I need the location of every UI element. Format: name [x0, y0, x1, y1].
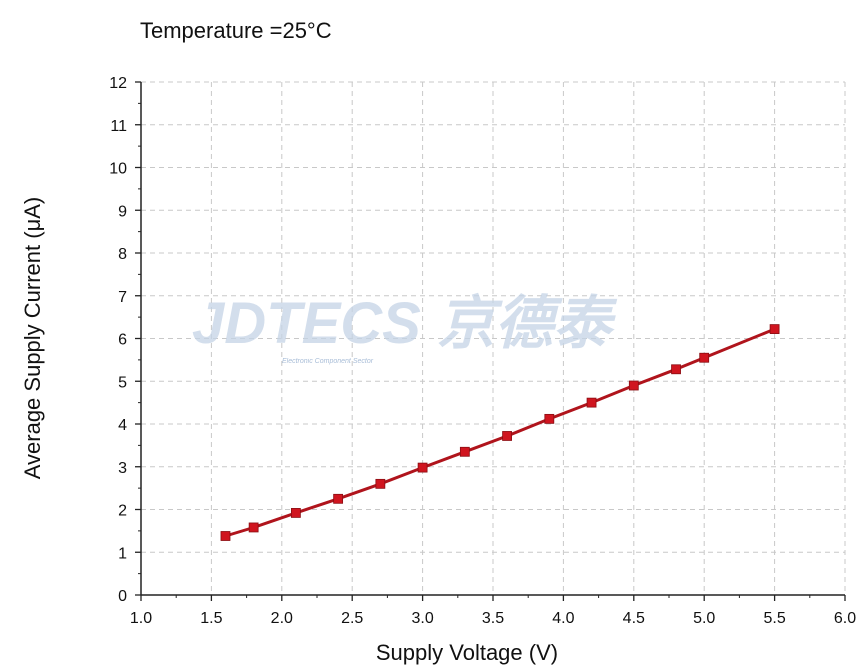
data-point — [375, 478, 386, 489]
grid — [141, 81, 846, 595]
data-point — [769, 324, 780, 334]
x-tick-label: 4.0 — [552, 610, 574, 627]
y-tick-label: 8 — [118, 246, 127, 263]
y-tick-label: 7 — [118, 289, 127, 306]
data-point — [333, 493, 344, 504]
x-tick-label: 1.5 — [200, 610, 222, 627]
data-point — [248, 522, 259, 533]
y-tick-label: 9 — [118, 203, 127, 220]
x-tick-label: 4.5 — [623, 610, 645, 627]
y-tick-label: 6 — [118, 332, 127, 349]
x-tick-label: 5.5 — [763, 610, 785, 627]
data-point — [699, 352, 710, 363]
y-axis-title: Average Supply Current (μA) — [20, 197, 45, 480]
data-point — [544, 413, 555, 424]
x-tick-label: 2.0 — [271, 610, 293, 627]
data-point — [220, 531, 231, 541]
x-tick-label: 3.0 — [411, 610, 433, 627]
y-tick-label: 0 — [118, 588, 127, 605]
watermark-tagline: Electronic Component Sector — [282, 358, 374, 365]
data-point — [671, 364, 681, 375]
data-point — [459, 446, 470, 457]
x-tick-label: 6.0 — [834, 610, 856, 627]
watermark-brand: JDTECS 京德泰 — [192, 291, 618, 356]
watermark: JDTECS 京德泰 Electronic Component Sector — [192, 291, 618, 365]
tick-labels: 1.0 1.5 2.0 2.5 3.0 3.5 4.0 4.5 5.0 5.5 6.00123456… — [109, 75, 856, 627]
x-tick-label: 2.5 — [341, 610, 363, 627]
y-tick-label: 3 — [118, 460, 127, 477]
x-tick-label: 1.0 — [130, 610, 152, 627]
axes — [135, 81, 846, 601]
series — [220, 324, 780, 541]
x-tick-label: 5.0 — [693, 610, 715, 627]
data-point — [290, 508, 301, 518]
y-tick-label: 10 — [109, 161, 127, 178]
y-tick-label: 12 — [109, 75, 127, 92]
chart-title: Temperature =25°C — [140, 18, 332, 43]
data-point — [586, 397, 597, 408]
x-tick-label: 3.5 — [482, 610, 504, 627]
y-tick-label: 5 — [118, 374, 127, 391]
y-tick-label: 4 — [118, 417, 127, 434]
data-point — [417, 462, 428, 473]
x-axis-title: Supply Voltage (V) — [376, 640, 558, 665]
y-tick-label: 1 — [118, 545, 127, 562]
data-point — [628, 380, 639, 391]
data-point — [502, 431, 512, 441]
y-tick-label: 2 — [118, 503, 127, 520]
y-tick-label: 11 — [110, 118, 127, 135]
series-line — [225, 327, 776, 538]
